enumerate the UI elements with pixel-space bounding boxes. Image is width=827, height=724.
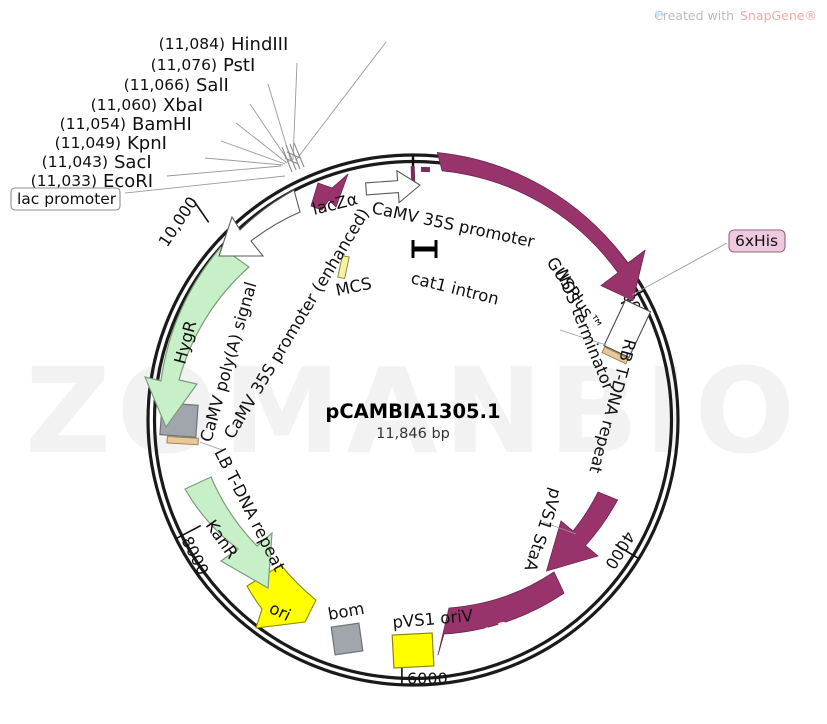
feature-gusplus[interactable] — [436, 152, 646, 302]
svg-text:SalI: SalI — [196, 75, 229, 96]
svg-text:XbaI: XbaI — [163, 95, 203, 116]
snapgene-watermark: Created with SnapGene® — [654, 8, 817, 23]
label-cat1-intron: cat1 intron — [409, 268, 501, 308]
svg-text:8000: 8000 — [177, 533, 212, 578]
restriction-site-list: (11,084) HindIII (11,076) PstI (11,066) … — [31, 34, 289, 192]
svg-text:(11,033): (11,033) — [31, 172, 97, 190]
svg-text:(11,049): (11,049) — [55, 134, 121, 152]
feature-cat1-intron-glyph[interactable] — [411, 240, 438, 258]
6xhis-leader-line — [631, 242, 728, 296]
snapgene-brand-text: SnapGene® — [740, 8, 817, 23]
feature-pvs1-oriv[interactable] — [391, 632, 435, 669]
label-box-6xhis-text: 6xHis — [735, 232, 778, 250]
svg-text:(11,066): (11,066) — [124, 76, 190, 94]
svg-text:(11,076): (11,076) — [151, 56, 217, 74]
ruler-tick-10000: 10,000 — [155, 193, 210, 250]
feature-hygr[interactable] — [143, 246, 250, 429]
restriction-site-row[interactable]: (11,060) XbaI — [91, 95, 203, 116]
svg-text:KpnI: KpnI — [127, 133, 167, 154]
plasmid-length: 11,846 bp — [376, 426, 450, 442]
label-camv-35s-promoter: CaMV 35S promoter — [370, 198, 536, 251]
pvs1-staa-leader-line — [542, 521, 577, 535]
svg-text:6000: 6000 — [407, 669, 448, 688]
label-box-lac-promoter[interactable]: lac promoter — [10, 187, 121, 211]
nos-leader-line — [559, 329, 607, 346]
feature-bom[interactable] — [330, 622, 364, 656]
feature-camv-35s-promoter[interactable] — [365, 169, 421, 205]
restriction-site-row[interactable]: (11,043) SacI — [42, 152, 152, 173]
feature-lb-tdna-repeat[interactable] — [166, 434, 199, 447]
restriction-site-row[interactable]: (11,049) KpnI — [55, 133, 167, 154]
restriction-tick-cluster — [281, 142, 305, 173]
feature-pvs1-repa[interactable] — [437, 571, 565, 656]
feature-6xhis-marker[interactable] — [617, 288, 634, 301]
feature-lacz-alpha[interactable] — [310, 173, 349, 211]
snapgene-prefix-text: Created with — [654, 8, 735, 23]
svg-text:HindIII: HindIII — [231, 34, 288, 55]
feature-rb-tdna-repeat[interactable] — [601, 346, 629, 365]
restriction-site-row[interactable]: (11,076) PstI — [151, 55, 256, 76]
restriction-site-row[interactable]: (11,066) SalI — [124, 75, 229, 96]
restriction-site-row[interactable]: (11,033) EcoRI — [31, 171, 153, 192]
label-box-lac-promoter-text: lac promoter — [17, 190, 117, 208]
snapgene-logo-icon — [656, 10, 665, 19]
svg-text:(11,084): (11,084) — [159, 35, 225, 53]
restriction-site-row[interactable]: (11,054) BamHI — [60, 114, 192, 135]
feature-kanr[interactable] — [184, 476, 273, 589]
feature-nos-terminator[interactable] — [603, 299, 652, 359]
svg-text:(11,054): (11,054) — [60, 115, 126, 133]
svg-text:10,000: 10,000 — [155, 193, 202, 250]
page-title: pCAMBIA1305.1 — [325, 400, 500, 423]
svg-text:(11,060): (11,060) — [91, 96, 157, 114]
restriction-leader-lines — [124, 41, 387, 194]
feature-mcs-marker[interactable] — [337, 255, 350, 280]
svg-text:PstI: PstI — [223, 55, 255, 76]
label-bom: bom — [326, 599, 365, 624]
feature-camv-35s-promoter-enhanced[interactable] — [218, 189, 301, 257]
svg-text:EcoRI: EcoRI — [103, 171, 153, 192]
svg-text:SacI: SacI — [114, 152, 152, 173]
svg-text:(11,043): (11,043) — [42, 153, 108, 171]
label-box-6xhis[interactable]: 6xHis — [728, 229, 786, 253]
svg-text:BamHI: BamHI — [132, 114, 192, 135]
feature-pvs1-staa[interactable] — [545, 491, 619, 572]
lb-repeat-leader-line — [199, 441, 223, 451]
restriction-site-row[interactable]: (11,084) HindIII — [159, 34, 289, 55]
